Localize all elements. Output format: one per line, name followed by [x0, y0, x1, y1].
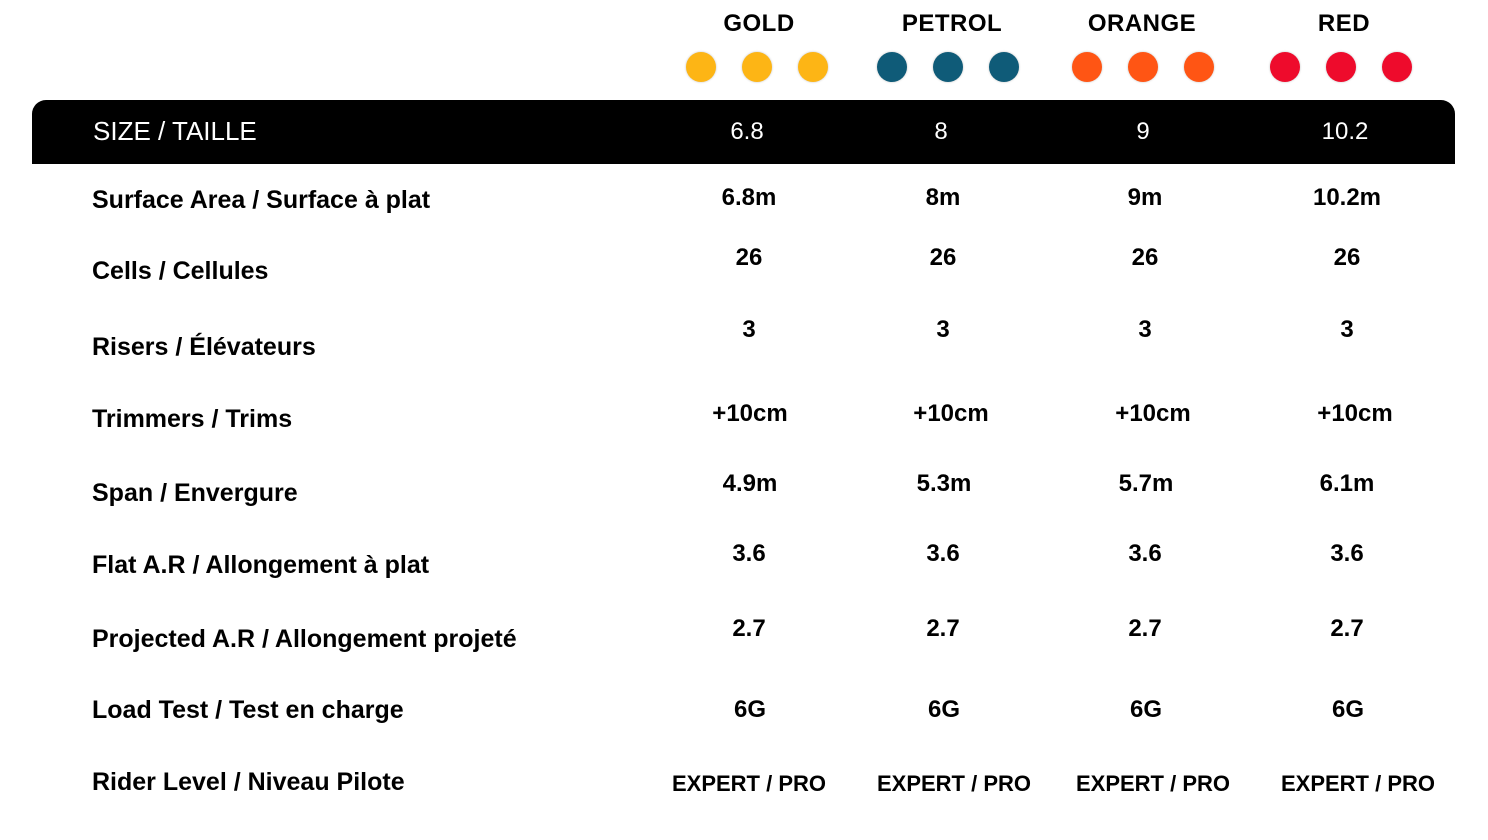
size-header-band: [32, 100, 1455, 164]
petrol-swatch-dot: [877, 52, 907, 82]
table-cell: 3: [936, 316, 950, 343]
table-cell: +10cm: [712, 400, 788, 427]
table-cell: 2.7: [926, 615, 960, 642]
table-cell: 3: [742, 316, 756, 343]
table-cell: 3.6: [1330, 540, 1364, 567]
row-label-flat-ar: Flat A.R / Allongement à plat: [92, 551, 430, 579]
table-cell: 6.1m: [1319, 470, 1375, 497]
row-label-risers: Risers / Élévateurs: [92, 333, 316, 361]
table-cell: 9m: [1127, 184, 1163, 211]
table-cell: +10cm: [913, 400, 989, 427]
table-cell: 26: [929, 244, 957, 271]
orange-swatch-dot: [1184, 52, 1214, 82]
red-swatch-dot: [1382, 52, 1412, 82]
row-label-rider-level: Rider Level / Niveau Pilote: [92, 768, 405, 796]
red-swatch-dot: [1270, 52, 1300, 82]
table-cell: 10.2m: [1312, 184, 1382, 211]
table-cell: 6.8m: [721, 184, 777, 211]
color-header-red: RED: [1317, 10, 1371, 37]
table-cell: 4.9m: [722, 470, 778, 497]
table-cell: 26: [1131, 244, 1159, 271]
table-cell: 2.7: [732, 615, 766, 642]
table-cell: 3.6: [1128, 540, 1162, 567]
row-label-trimmers: Trimmers / Trims: [92, 405, 293, 433]
table-cell: 2.7: [1330, 615, 1364, 642]
gold-swatch-dot: [742, 52, 772, 82]
petrol-swatch-dot: [989, 52, 1019, 82]
table-cell: 26: [735, 244, 763, 271]
table-cell: 3.6: [732, 540, 766, 567]
orange-swatch-dot: [1128, 52, 1158, 82]
table-cell: 2.7: [1128, 615, 1162, 642]
gold-swatch-dot: [686, 52, 716, 82]
table-cell: 3: [1138, 316, 1152, 343]
size-header-label: SIZE / TAILLE: [93, 116, 257, 146]
orange-swatch-dot: [1072, 52, 1102, 82]
size-value: 9: [1136, 118, 1150, 145]
table-cell: +10cm: [1317, 400, 1393, 427]
size-value: 10.2: [1321, 118, 1369, 145]
table-cell: 6G: [1331, 696, 1364, 723]
color-header-gold: GOLD: [723, 10, 795, 37]
row-label-surface-area: Surface Area / Surface à plat: [92, 186, 431, 214]
table-cell: 8m: [925, 184, 961, 211]
size-value: 6.8: [730, 118, 764, 145]
row-label-cells: Cells / Cellules: [92, 257, 269, 285]
color-header-orange: ORANGE: [1087, 10, 1197, 37]
table-cell: 5.3m: [916, 470, 972, 497]
table-cell: 6G: [1129, 696, 1162, 723]
row-label-load-test: Load Test / Test en charge: [92, 696, 404, 724]
row-label-span: Span / Envergure: [92, 479, 298, 507]
table-cell: 3.6: [926, 540, 960, 567]
table-cell: 26: [1333, 244, 1361, 271]
row-label-projected-ar: Projected A.R / Allongement projeté: [92, 625, 517, 653]
red-swatch-dot: [1326, 52, 1356, 82]
table-cell: 3: [1340, 316, 1354, 343]
table-cell: 6G: [733, 696, 766, 723]
color-header-petrol: PETROL: [901, 10, 1003, 37]
table-cell: 5.7m: [1118, 470, 1174, 497]
gold-swatch-dot: [798, 52, 828, 82]
table-cell: +10cm: [1115, 400, 1191, 427]
table-cell: 6G: [927, 696, 960, 723]
table-cell: EXPERT / PRO: [876, 771, 1032, 796]
petrol-swatch-dot: [933, 52, 963, 82]
size-value: 8: [934, 118, 948, 145]
table-cell: EXPERT / PRO: [1280, 771, 1436, 796]
table-cell: EXPERT / PRO: [1075, 771, 1231, 796]
table-cell: EXPERT / PRO: [671, 771, 827, 796]
